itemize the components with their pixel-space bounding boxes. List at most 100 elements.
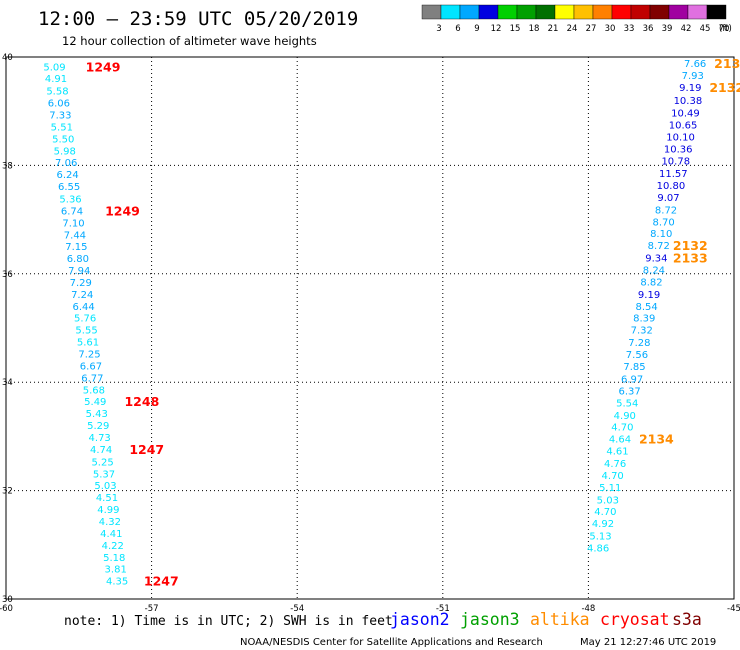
s3a-point: 6.55	[58, 182, 80, 193]
s3a-point: 5.18	[103, 553, 125, 564]
satellite-legend: jason2 jason3 altika cryosat s3a	[390, 610, 702, 629]
legend-cryosat: cryosat	[600, 610, 670, 629]
altika-point: 7.56	[626, 350, 648, 361]
pass-id-label: 2131	[714, 56, 740, 71]
chart-subtitle: 12 hour collection of altimeter wave hei…	[62, 34, 317, 48]
s3a-point: 7.33	[49, 110, 71, 121]
altika-point: 9.19	[638, 290, 660, 301]
s3a-point: 7.24	[71, 290, 93, 301]
pass-id-label: 1249	[86, 59, 121, 74]
pass-id-label: 1249	[105, 203, 140, 218]
altika-point: 4.86	[587, 544, 609, 555]
x-tick-label: -45	[727, 604, 740, 614]
s3a-point: 5.51	[51, 122, 73, 133]
altika-point: 4.70	[602, 471, 624, 482]
altika-point: 10.38	[674, 96, 703, 107]
s3a-point: 5.68	[83, 385, 105, 396]
s3a-point: 5.49	[84, 397, 106, 408]
s3a-point: 5.37	[93, 469, 115, 480]
s3a-point: 6.77	[81, 373, 103, 384]
footer-credit: NOAA/NESDIS Center for Satellite Applica…	[240, 637, 543, 648]
scale-swatch	[649, 4, 670, 20]
s3a-point: 5.76	[74, 314, 96, 325]
scale-label: 21	[548, 24, 559, 34]
s3a-point: 7.25	[78, 350, 100, 361]
altika-point: 10.49	[671, 108, 700, 119]
altika-point: 5.11	[599, 483, 621, 494]
s3a-point: 4.41	[100, 529, 122, 540]
s3a-point: 5.58	[46, 87, 68, 98]
pass-id-label: 1247	[144, 574, 179, 589]
altika-point: 8.54	[636, 302, 658, 313]
scale-swatch	[554, 4, 575, 20]
scale-swatch	[630, 4, 651, 20]
s3a-point: 5.09	[43, 62, 65, 73]
scale-swatch	[687, 4, 708, 20]
s3a-point: 6.80	[67, 254, 89, 265]
s3a-point: 7.06	[55, 158, 77, 169]
altika-point: 4.70	[611, 423, 633, 434]
scale-label: 70	[719, 24, 730, 34]
altika-point: 10.78	[661, 157, 690, 168]
axis-ticks: -60 -57 -54 -51 -48 -45 30 32 34 36 38 40	[0, 53, 740, 614]
s3a-point: 7.44	[64, 230, 86, 241]
altika-point: 6.37	[619, 386, 641, 397]
y-tick-label: 36	[2, 270, 13, 280]
altika-point: 10.36	[664, 145, 693, 156]
scale-swatch	[668, 4, 689, 20]
scale-label: 24	[567, 24, 578, 34]
altika-point: 9.07	[657, 193, 679, 204]
s3a-point: 5.36	[59, 195, 81, 206]
s3a-point: 5.50	[52, 134, 74, 145]
y-tick-label: 38	[2, 161, 13, 171]
x-tick-label: -54	[290, 604, 304, 614]
data-labels: 5.094.91 5.586.067.335.515.505.987.066.24…	[43, 59, 706, 588]
s3a-point: 7.15	[65, 242, 87, 253]
grid-lines	[6, 57, 734, 599]
pass-id-label: 2133	[673, 251, 708, 266]
s3a-point: 4.51	[96, 493, 118, 504]
pass-id-label: 2134	[639, 432, 674, 447]
altika-point: 8.72	[655, 205, 677, 216]
x-tick-label: -60	[0, 604, 13, 614]
scale-label: 27	[586, 24, 597, 34]
scale-swatch	[497, 4, 518, 20]
altika-point: 10.10	[666, 133, 695, 144]
scale-label: 33	[624, 24, 635, 34]
altika-point: 8.24	[643, 266, 665, 277]
altika-point: 5.54	[616, 398, 638, 409]
footer-note: note: 1) Time is in UTC; 2) SWH is in fe…	[64, 614, 393, 629]
color-scale-legend: 3 6 9 12 15 18 21 24 27 30 33 36 39 42 45 70(ft)	[421, 4, 732, 34]
s3a-point: 5.29	[87, 421, 109, 432]
altika-point: 7.66	[684, 59, 706, 70]
s3a-point: 4.32	[99, 517, 121, 528]
scale-swatch	[440, 4, 461, 20]
scale-label: 9	[474, 24, 479, 34]
altika-point: 10.65	[669, 120, 698, 131]
s3a-point: 5.03	[94, 481, 116, 492]
altika-point: 11.57	[659, 169, 688, 180]
altika-point: 9.19	[679, 83, 701, 94]
altika-point: 7.85	[623, 362, 645, 373]
y-tick-label: 30	[2, 595, 13, 605]
altika-point: 7.32	[631, 326, 653, 337]
s3a-point: 7.94	[68, 266, 90, 277]
altika-point: 5.03	[597, 495, 619, 506]
s3a-point: 4.35	[106, 577, 128, 588]
s3a-point: 5.55	[75, 326, 97, 337]
scale-swatch	[421, 4, 442, 20]
altika-point: 8.70	[652, 217, 674, 228]
x-tick-label: -51	[436, 604, 450, 614]
altika-point: 9.34	[645, 254, 667, 265]
y-tick-label: 32	[2, 487, 13, 497]
scale-swatch	[535, 4, 556, 20]
altika-point: 5.13	[589, 532, 611, 543]
legend-jason2: jason2	[390, 610, 450, 629]
scale-label: 3	[436, 24, 441, 34]
x-tick-label: -57	[145, 604, 159, 614]
scale-swatch	[459, 4, 480, 20]
scale-label: 39	[662, 24, 673, 34]
scale-label: 30	[605, 24, 616, 34]
altika-point: 10.80	[657, 181, 686, 192]
